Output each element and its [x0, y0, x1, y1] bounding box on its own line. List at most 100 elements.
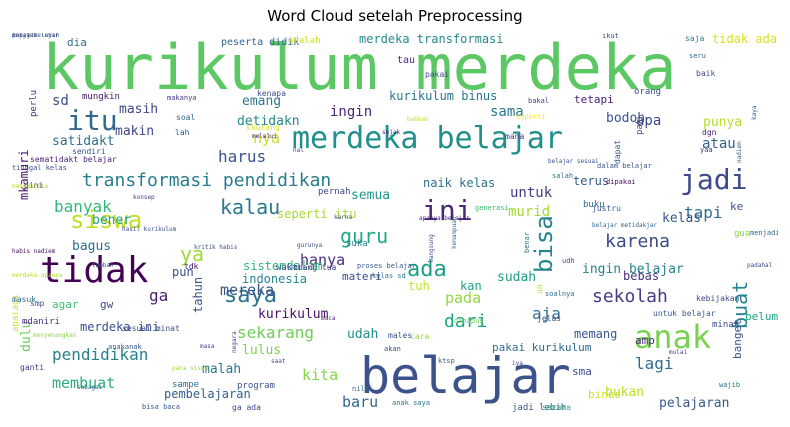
word-cloud-word: matematika	[12, 183, 49, 190]
word-cloud-word: ga	[149, 286, 169, 305]
word-cloud-word: jadi	[680, 163, 748, 196]
word-cloud-word: guru	[340, 224, 389, 248]
word-cloud-word: murid	[508, 204, 551, 220]
word-cloud-word: ktsp	[438, 357, 455, 365]
word-cloud-word: ke	[730, 200, 744, 213]
word-cloud-word: merdeka ini	[80, 320, 160, 334]
word-cloud-word: sampe	[172, 380, 200, 390]
word-cloud-word: yaa	[700, 146, 713, 154]
word-cloud-word: padahal	[747, 262, 773, 269]
word-cloud-word: nya	[253, 129, 281, 147]
word-cloud-word: pembelajaran	[164, 387, 251, 401]
word-cloud-word: malah	[202, 362, 242, 377]
word-cloud-word: soalnya	[545, 290, 575, 298]
word-cloud-word: dapat belajar	[12, 33, 59, 39]
word-cloud-word: gini	[24, 181, 44, 190]
word-cloud-word: bakal	[528, 97, 550, 105]
word-cloud-word: menyenangkan	[33, 332, 77, 339]
word-cloud-word: dgn	[702, 128, 717, 137]
word-cloud-word: masih	[119, 102, 159, 117]
word-cloud-word: membuat	[52, 374, 116, 392]
word-cloud-word: bebas	[623, 269, 660, 283]
word-cloud-word: mdaniri	[22, 317, 60, 327]
word-cloud-word: jadi lebih	[512, 403, 567, 413]
word-cloud-word: mungkin	[82, 92, 120, 102]
word-cloud-word: makanya	[167, 94, 197, 102]
word-cloud-word: anak saya	[392, 399, 430, 407]
word-cloud-word: pakai	[425, 70, 450, 79]
word-cloud-word: merdeka apanya	[12, 272, 63, 279]
word-cloud-word: tambah	[92, 262, 114, 269]
word-cloud-word: adalah	[288, 36, 321, 46]
word-cloud-word: indonesia	[242, 272, 308, 286]
word-cloud-word: karena	[605, 231, 671, 252]
word-cloud-word: kelas sd	[372, 272, 406, 280]
word-cloud-word: bagus	[72, 239, 112, 254]
word-cloud-word: untuk belajar	[653, 309, 716, 318]
word-cloud-word: pelajaran	[659, 396, 730, 411]
word-cloud-word: bodoh	[606, 111, 646, 126]
word-cloud-word: saja	[685, 34, 705, 43]
word-cloud-word: belum	[745, 310, 778, 323]
word-cloud-word: pun	[172, 265, 194, 279]
word-cloud-word: ingin belajar	[582, 262, 684, 277]
word-cloud-word: sejak	[382, 129, 401, 136]
word-cloud-word: sekolah	[592, 286, 668, 307]
word-cloud-word: sendiri	[72, 147, 106, 156]
word-cloud-word: mereka	[220, 281, 275, 299]
word-cloud-word: sma	[572, 365, 592, 378]
word-cloud-word: binus	[588, 388, 622, 401]
word-cloud-word: kebijakan	[696, 294, 740, 303]
chart-title: Word Cloud setelah Preprocessing	[267, 7, 523, 25]
word-cloud-word: sudah	[497, 270, 537, 285]
word-cloud-word: agar	[52, 298, 79, 311]
word-cloud-word: atau	[702, 136, 736, 152]
word-cloud-word: tinggal kelas	[12, 164, 67, 172]
word-cloud-word: bahkan	[407, 116, 429, 123]
word-cloud-word: pendidikan	[52, 345, 149, 364]
word-cloud-word: bukan	[605, 385, 645, 400]
word-cloud-word: aja	[532, 304, 561, 323]
word-cloud-word: habis nadiem	[12, 248, 56, 255]
word-cloud-word: dari	[444, 311, 488, 332]
word-cloud-word: cara	[410, 332, 430, 341]
word-cloud-word: orang tua	[293, 263, 337, 272]
word-cloud-word: gurunya	[297, 242, 323, 249]
word-cloud-word: tidak ada	[712, 33, 778, 46]
word-cloud-word: kemampuan	[451, 216, 458, 249]
word-cloud-word: generasi	[475, 204, 509, 212]
word-cloud-word: menjadi lebih	[12, 33, 59, 39]
word-cloud-word: minat	[712, 320, 740, 330]
word-cloud-word: males	[388, 331, 413, 340]
word-cloud-word: masuk	[12, 295, 37, 304]
word-cloud-word: itu	[67, 104, 118, 137]
word-cloud-word: merdeka transformasi	[359, 33, 504, 46]
word-cloud-word: suka	[346, 239, 368, 249]
word-cloud-word: emang	[242, 94, 282, 109]
word-cloud-word: benar	[523, 231, 531, 253]
word-cloud-word: seperti itu	[277, 207, 357, 221]
word-cloud-word: udah	[347, 327, 379, 342]
word-cloud-word: saat	[271, 358, 286, 365]
word-cloud-word: pada	[445, 289, 482, 307]
word-cloud-word: mana	[505, 132, 525, 141]
word-cloud-word: kurikulum	[258, 307, 329, 322]
word-cloud-word: ikut	[602, 33, 619, 40]
word-cloud-word: satidakt	[52, 134, 115, 149]
word-cloud-word: perlu	[29, 89, 39, 117]
word-cloud-word: pernah	[318, 187, 351, 197]
word-cloud-word: langsung	[428, 234, 435, 263]
word-cloud: kurikulum merdeka belajar merdeka belajar t…	[12, 33, 778, 420]
word-cloud-word: apa	[636, 113, 662, 129]
word-cloud-word: nilai	[352, 385, 374, 393]
word-cloud-word: ini	[422, 194, 473, 227]
word-cloud-word: hasil kurikulum	[122, 226, 177, 233]
word-cloud-word: belajar sesuai	[548, 158, 599, 165]
word-cloud-word: kan	[460, 279, 482, 293]
word-cloud-word: secara	[542, 403, 571, 412]
word-cloud-word: materi	[342, 270, 382, 283]
word-cloud-word: hanya	[300, 251, 346, 269]
word-cloud-word: sama	[490, 104, 524, 120]
word-cloud-word: dipakai	[606, 178, 636, 186]
word-cloud-word: wajib	[719, 381, 741, 389]
